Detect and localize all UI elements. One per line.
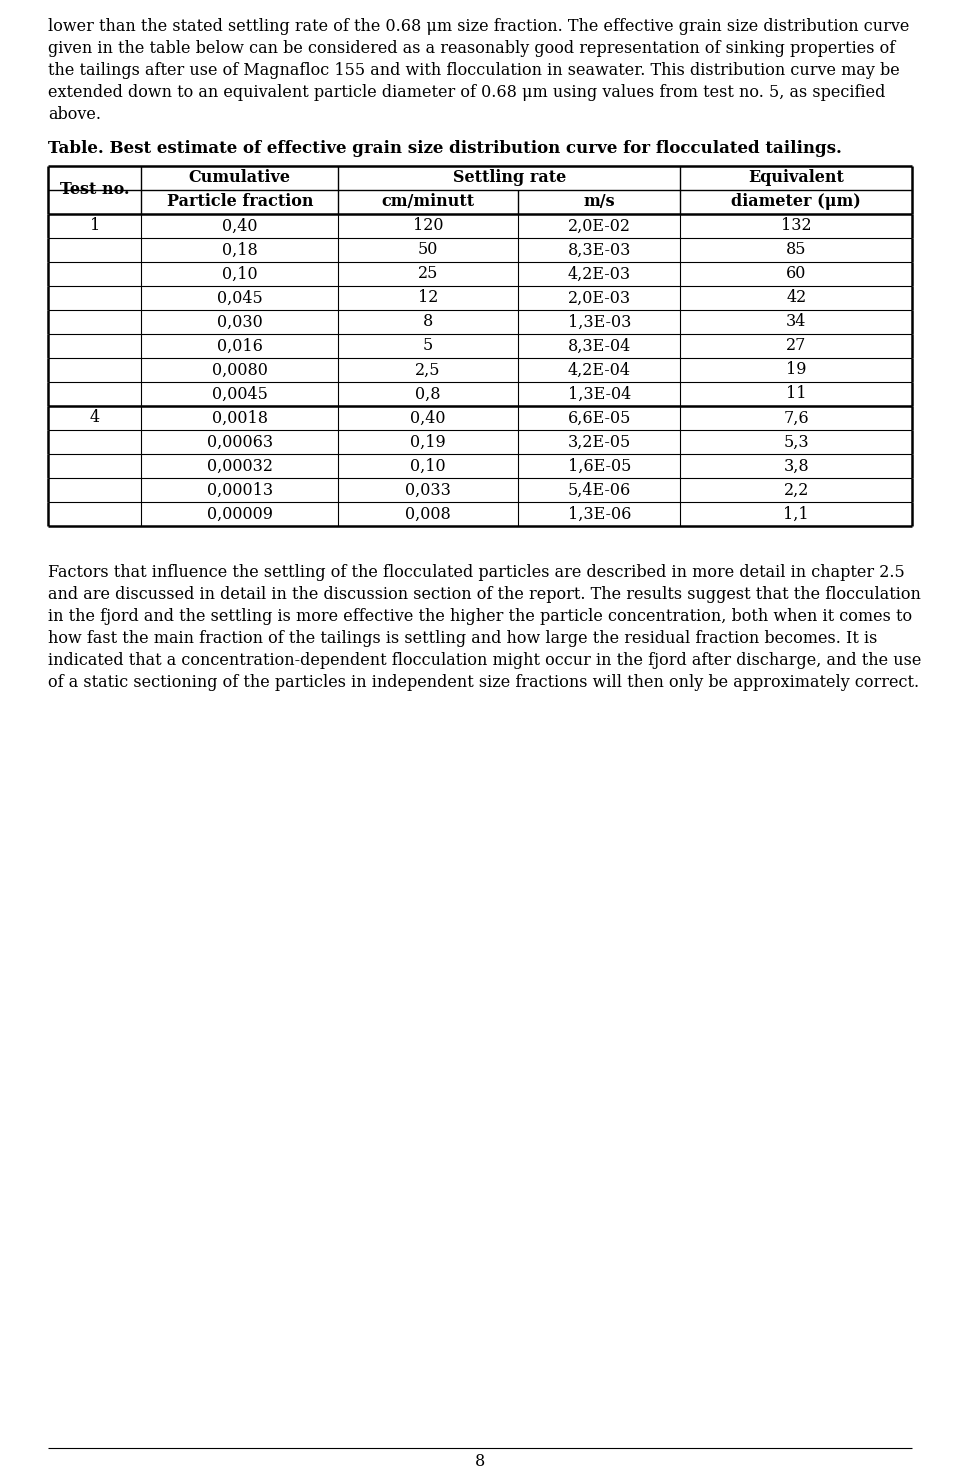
Text: Table. Best estimate of effective grain size distribution curve for flocculated : Table. Best estimate of effective grain … <box>48 141 842 157</box>
Text: 2,5: 2,5 <box>416 361 441 379</box>
Text: 11: 11 <box>786 385 806 403</box>
Text: and are discussed in detail in the discussion section of the report. The results: and are discussed in detail in the discu… <box>48 586 921 602</box>
Text: 0,00009: 0,00009 <box>206 506 273 522</box>
Text: above.: above. <box>48 107 101 123</box>
Text: 0,40: 0,40 <box>411 410 445 426</box>
Text: 1,3E-03: 1,3E-03 <box>567 314 631 330</box>
Text: 1,3E-04: 1,3E-04 <box>567 385 631 403</box>
Text: 8,3E-04: 8,3E-04 <box>567 337 631 355</box>
Text: 4,2E-04: 4,2E-04 <box>567 361 631 379</box>
Text: 0,016: 0,016 <box>217 337 263 355</box>
Text: 3,8: 3,8 <box>783 457 809 475</box>
Text: 2,0E-02: 2,0E-02 <box>567 218 631 234</box>
Text: 0,10: 0,10 <box>410 457 446 475</box>
Text: 2,0E-03: 2,0E-03 <box>567 290 631 306</box>
Text: 0,19: 0,19 <box>410 434 446 450</box>
Text: 0,030: 0,030 <box>217 314 263 330</box>
Text: 0,8: 0,8 <box>416 385 441 403</box>
Text: 1,6E-05: 1,6E-05 <box>567 457 631 475</box>
Text: cm/minutt: cm/minutt <box>381 194 475 210</box>
Text: 27: 27 <box>786 337 806 355</box>
Text: 1,3E-06: 1,3E-06 <box>567 506 631 522</box>
Text: 0,0080: 0,0080 <box>212 361 268 379</box>
Text: 50: 50 <box>418 241 439 259</box>
Text: 4: 4 <box>89 410 100 426</box>
Text: 120: 120 <box>413 218 444 234</box>
Text: 60: 60 <box>786 265 806 283</box>
Text: 0,10: 0,10 <box>222 265 257 283</box>
Text: Factors that influence the settling of the flocculated particles are described i: Factors that influence the settling of t… <box>48 564 904 582</box>
Text: of a static sectioning of the particles in independent size fractions will then : of a static sectioning of the particles … <box>48 673 919 691</box>
Text: 5,3: 5,3 <box>783 434 809 450</box>
Text: the tailings after use of Magnafloc 155 and with flocculation in seawater. This : the tailings after use of Magnafloc 155 … <box>48 62 900 78</box>
Text: 0,008: 0,008 <box>405 506 451 522</box>
Text: 0,045: 0,045 <box>217 290 263 306</box>
Text: indicated that a concentration-dependent flocculation might occur in the fjord a: indicated that a concentration-dependent… <box>48 653 922 669</box>
Text: 8: 8 <box>475 1453 485 1471</box>
Text: in the fjord and the settling is more effective the higher the particle concentr: in the fjord and the settling is more ef… <box>48 608 912 625</box>
Text: 0,00032: 0,00032 <box>206 457 273 475</box>
Text: extended down to an equivalent particle diameter of 0.68 μm using values from te: extended down to an equivalent particle … <box>48 84 885 101</box>
Text: 0,00063: 0,00063 <box>206 434 273 450</box>
Text: Particle fraction: Particle fraction <box>166 194 313 210</box>
Text: 2,2: 2,2 <box>783 481 809 499</box>
Text: Test no.: Test no. <box>60 182 130 198</box>
Text: 0,0018: 0,0018 <box>212 410 268 426</box>
Text: 132: 132 <box>780 218 811 234</box>
Text: 19: 19 <box>786 361 806 379</box>
Text: 4,2E-03: 4,2E-03 <box>567 265 631 283</box>
Text: 34: 34 <box>786 314 806 330</box>
Text: 8: 8 <box>423 314 433 330</box>
Text: diameter (μm): diameter (μm) <box>732 194 861 210</box>
Text: 3,2E-05: 3,2E-05 <box>567 434 631 450</box>
Text: 1: 1 <box>89 218 100 234</box>
Text: 7,6: 7,6 <box>783 410 809 426</box>
Text: given in the table below can be considered as a reasonably good representation o: given in the table below can be consider… <box>48 40 896 58</box>
Text: lower than the stated settling rate of the 0.68 μm size fraction. The effective : lower than the stated settling rate of t… <box>48 18 909 36</box>
Text: 25: 25 <box>418 265 439 283</box>
Text: 8,3E-03: 8,3E-03 <box>567 241 631 259</box>
Text: 0,033: 0,033 <box>405 481 451 499</box>
Text: 12: 12 <box>418 290 439 306</box>
Text: Cumulative: Cumulative <box>189 170 291 186</box>
Text: 0,0045: 0,0045 <box>212 385 268 403</box>
Text: 0,18: 0,18 <box>222 241 257 259</box>
Text: 0,40: 0,40 <box>222 218 257 234</box>
Text: 1,1: 1,1 <box>783 506 809 522</box>
Text: Equivalent: Equivalent <box>748 170 844 186</box>
Text: 5: 5 <box>423 337 433 355</box>
Text: 85: 85 <box>786 241 806 259</box>
Text: m/s: m/s <box>584 194 615 210</box>
Text: 42: 42 <box>786 290 806 306</box>
Text: 6,6E-05: 6,6E-05 <box>567 410 631 426</box>
Text: 5,4E-06: 5,4E-06 <box>567 481 631 499</box>
Text: Settling rate: Settling rate <box>453 170 566 186</box>
Text: how fast the main fraction of the tailings is settling and how large the residua: how fast the main fraction of the tailin… <box>48 630 877 647</box>
Text: 0,00013: 0,00013 <box>206 481 273 499</box>
